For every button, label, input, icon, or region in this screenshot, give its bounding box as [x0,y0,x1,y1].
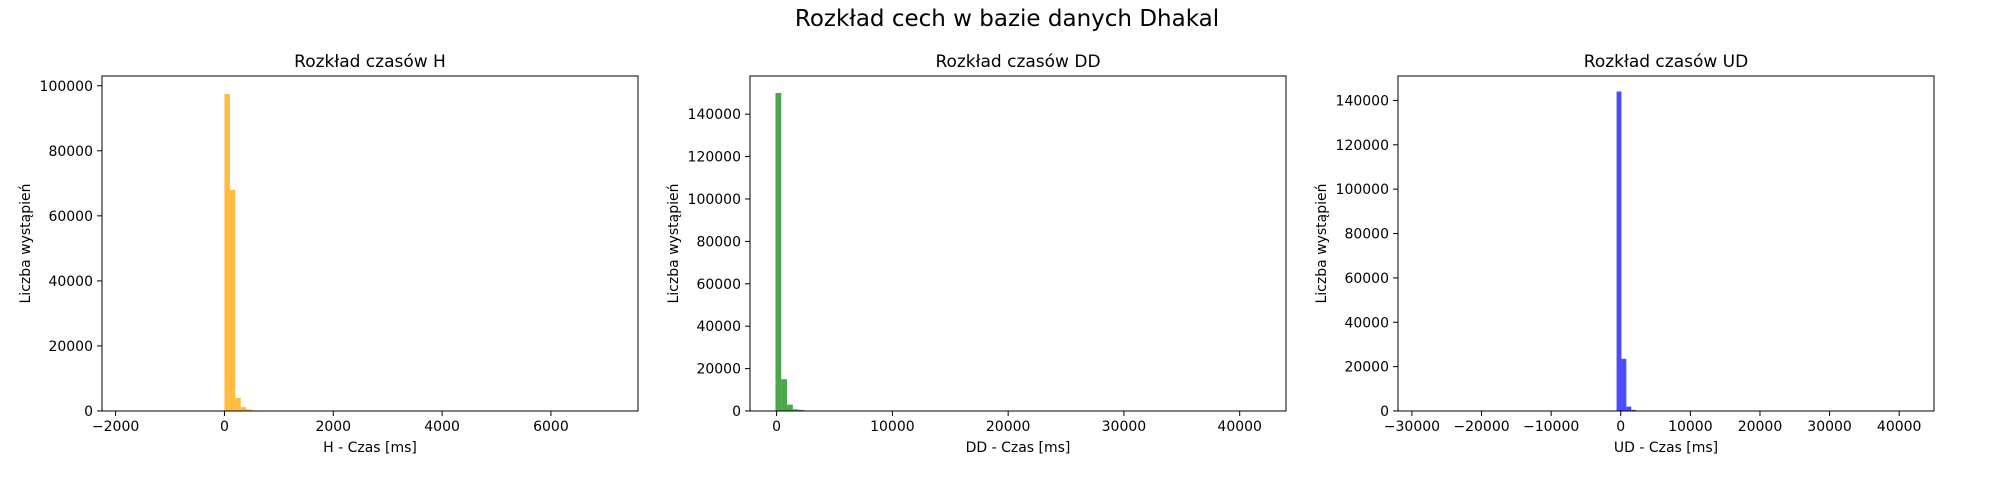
x-tick-label: 40000 [1217,419,1262,435]
x-tick-label: 40000 [1877,419,1922,435]
x-axis-label: DD - Czas [ms] [966,440,1071,456]
histogram-bar [1616,91,1622,412]
x-tick-label: 20000 [1738,419,1783,435]
x-axis-label: H - Czas [ms] [323,440,417,456]
x-tick-label: −10000 [1523,419,1579,435]
y-tick-label: 140000 [688,107,741,123]
y-tick-label: 120000 [1336,138,1389,154]
histogram-bar [240,407,247,411]
y-tick-label: 100000 [40,79,93,95]
y-tick-label: 80000 [1344,227,1389,243]
x-tick-label: 30000 [1102,419,1147,435]
subplot-1: −2000 0 2000 4000 60000200004000060000800001… [18,52,639,456]
figure-suptitle: Rozkład cech w bazie danych Dhakal [795,6,1219,32]
x-tick-label: 0 [220,419,229,435]
axes-frame [749,75,1287,412]
y-axis-label: Liczba wystąpień [666,183,682,303]
y-axis-label: Liczba wystąpień [1314,183,1330,303]
axes-frame [101,75,639,412]
y-tick-label: 100000 [688,192,741,208]
y-tick-label: 80000 [48,144,93,160]
x-tick-label: 20000 [986,419,1031,435]
subplot-title: Rozkład czasów H [294,52,446,72]
x-tick-label: 0 [772,419,781,435]
y-tick-label: 40000 [696,319,741,335]
histogram-bar [775,92,782,411]
histogram-bar [798,409,805,411]
histogram-bar [229,189,236,411]
histogram-bar [224,93,230,411]
x-tick-label: −2000 [92,419,139,435]
histogram-bar [235,397,241,411]
x-tick-label: −20000 [1453,419,1509,435]
y-tick-label: 20000 [1344,360,1389,376]
y-tick-label: 40000 [48,274,93,290]
histogram-bar [246,409,252,411]
histogram-bar [781,379,788,411]
y-tick-label: 0 [1380,404,1389,420]
y-tick-label: 20000 [696,362,741,378]
histogram-bar [1631,409,1637,411]
histogram-bar [1621,358,1627,411]
y-tick-label: 20000 [48,339,93,355]
y-tick-label: 60000 [1344,271,1389,287]
y-tick-label: 100000 [1336,182,1389,198]
y-tick-label: 0 [84,404,93,420]
x-tick-label: 30000 [1807,419,1852,435]
y-tick-label: 40000 [1344,315,1389,331]
subplot-2: 0 10000 20000 30000 40000 0 20000 40000 60000 800… [666,52,1287,456]
x-tick-label: −30000 [1384,419,1440,435]
y-axis-label: Liczba wystąpień [18,183,34,303]
x-tick-label: 10000 [1668,419,1713,435]
x-tick-label: 0 [1616,419,1625,435]
x-axis-label: UD - Czas [ms] [1614,440,1718,456]
x-tick-label: 2000 [315,419,351,435]
subplot-3: −30000 −20000 −10000 0 10000 20000 30000 40000 0… [1314,52,1935,456]
subplots: −2000 0 2000 4000 60000200004000060000800001… [18,52,1935,456]
x-tick-label: 4000 [424,419,460,435]
histogram-bar [787,404,793,411]
histogram-bar [1626,406,1632,411]
y-tick-label: 140000 [1336,93,1389,109]
y-tick-label: 60000 [48,209,93,225]
axes-frame [1397,75,1935,412]
x-tick-label: 6000 [533,419,569,435]
x-tick-label: 10000 [870,419,915,435]
y-tick-label: 60000 [696,277,741,293]
y-tick-label: 0 [732,404,741,420]
subplot-title: Rozkład czasów DD [935,52,1100,72]
y-tick-label: 120000 [688,150,741,166]
y-tick-label: 80000 [696,234,741,250]
histogram-bar [792,409,799,411]
subplot-title: Rozkład czasów UD [1584,52,1748,72]
